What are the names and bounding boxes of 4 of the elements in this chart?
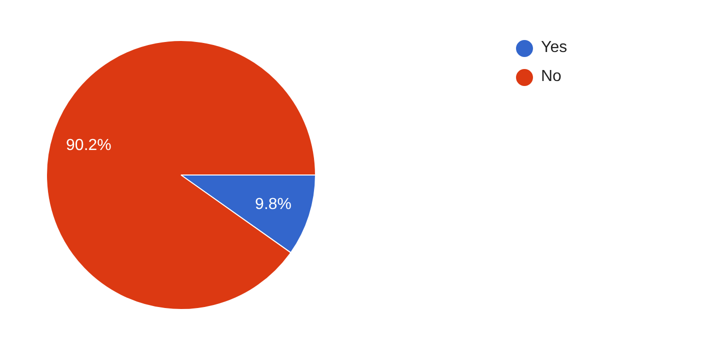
legend-label: No (541, 68, 562, 86)
data-label: 9.8% (255, 196, 292, 213)
data-label: 90.2% (66, 137, 112, 154)
legend-label: Yes (541, 39, 568, 57)
